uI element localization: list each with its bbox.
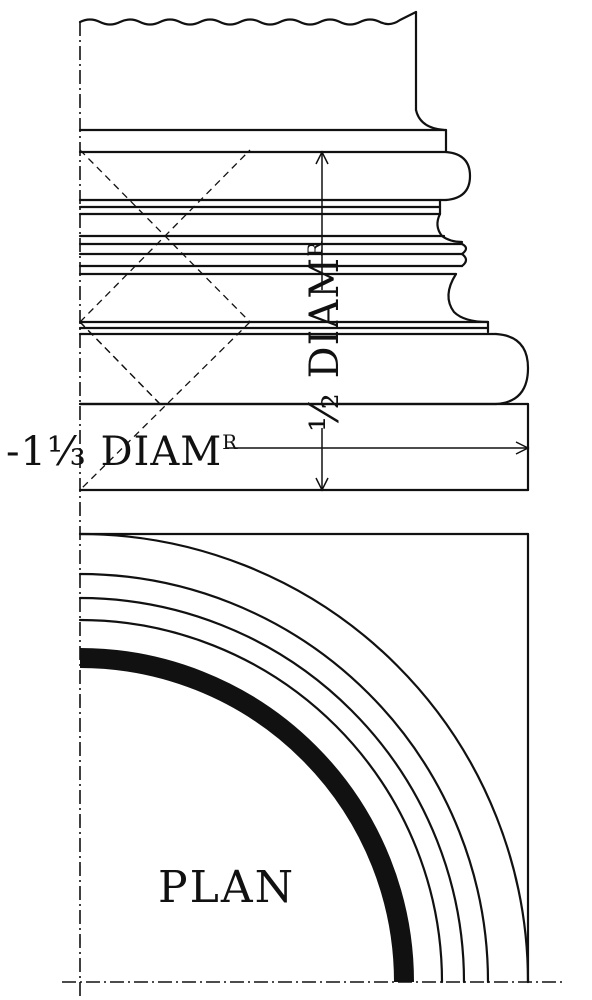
construction-lines — [79, 149, 251, 491]
column-shaft — [78, 10, 446, 132]
diameter-half-superscript: R — [303, 241, 327, 257]
base-moldings — [78, 128, 530, 406]
plan-rings — [78, 532, 530, 984]
axis-lines — [62, 22, 566, 996]
third-diameter-dimension — [226, 441, 530, 455]
plan-square — [78, 532, 530, 984]
half-diameter-dimension — [315, 150, 329, 492]
plan-label: PLAN — [158, 862, 295, 913]
diameter-third-label: -1⅓ DIAMR — [6, 429, 238, 475]
diameter-half-label: ½ DIAMR — [302, 241, 348, 432]
diameter-third-superscript: R — [222, 430, 238, 454]
plinth — [78, 402, 530, 492]
